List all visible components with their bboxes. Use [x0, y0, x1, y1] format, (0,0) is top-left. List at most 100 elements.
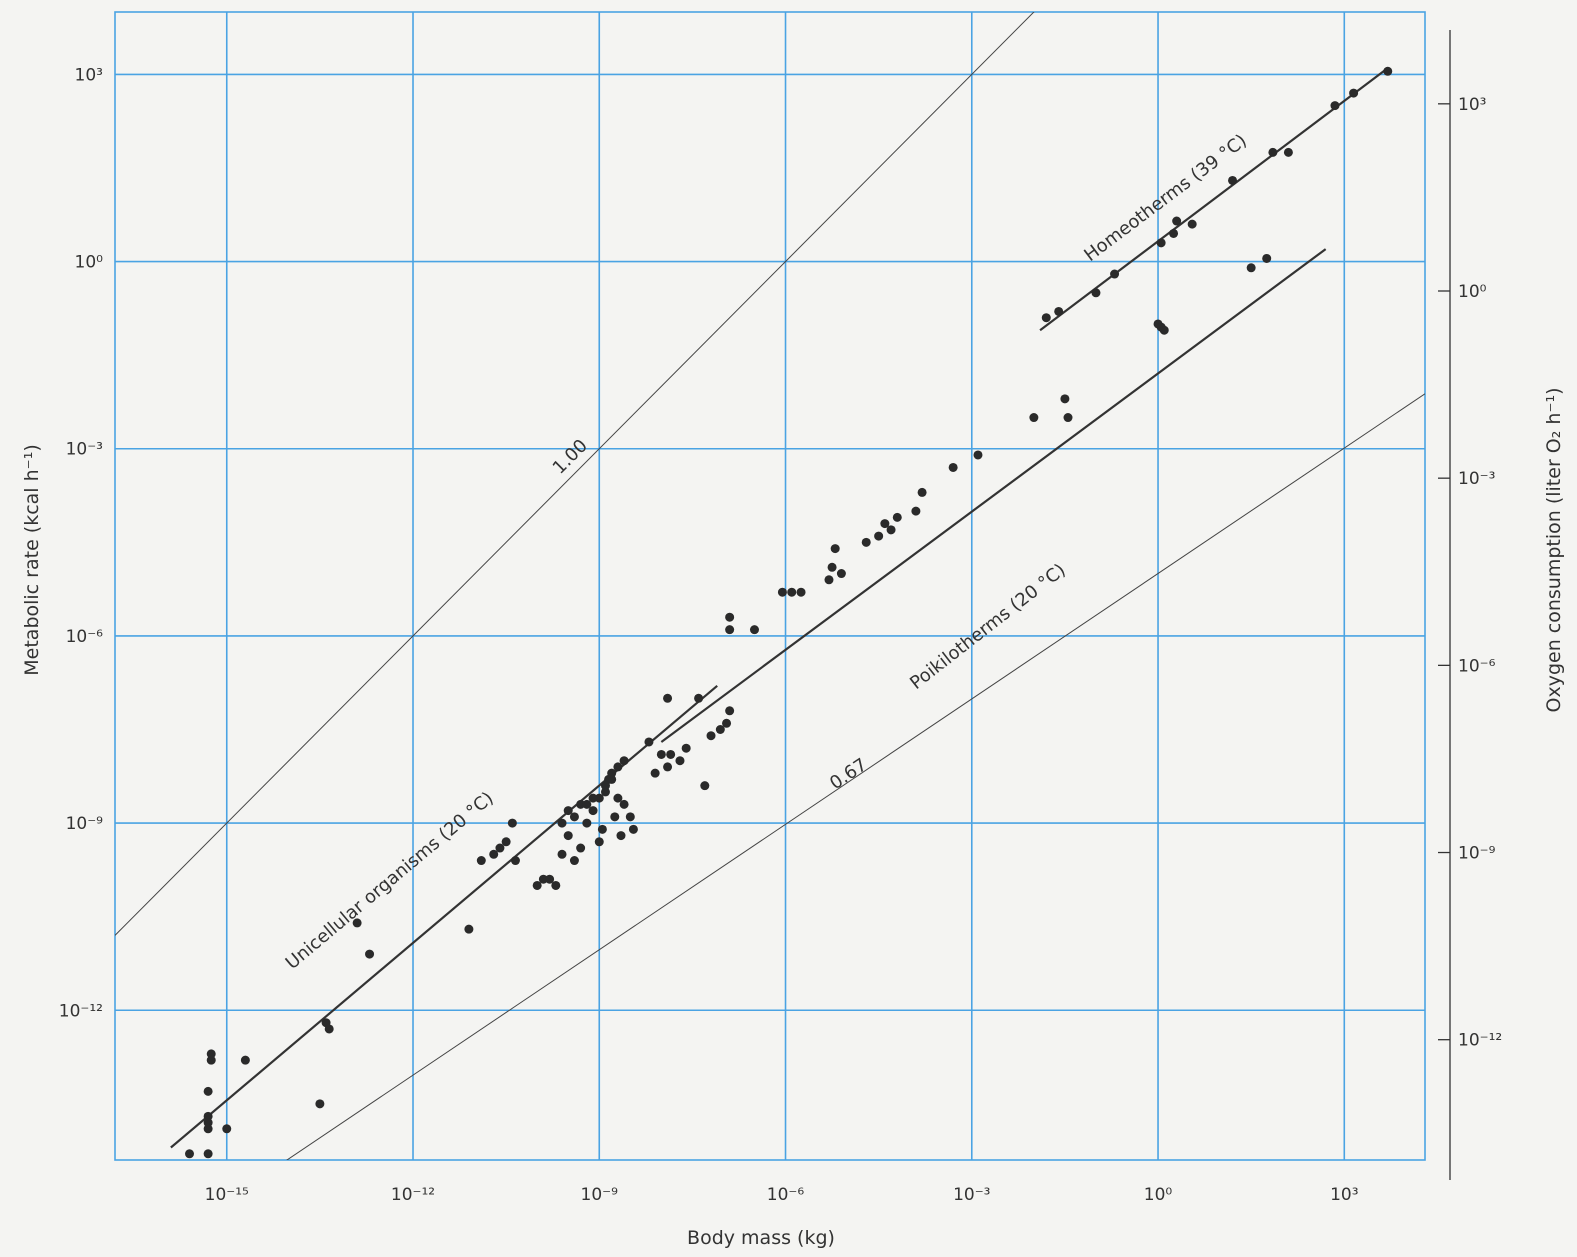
data-point-series-2 [1054, 306, 1064, 316]
data-point-series-0 [563, 806, 573, 816]
data-point-series-1 [1262, 253, 1272, 263]
data-point-series-0 [563, 831, 573, 841]
data-point-series-1 [1246, 263, 1256, 273]
data-point-series-2 [1228, 175, 1238, 185]
data-point-series-1 [880, 519, 890, 529]
data-point-series-0 [365, 949, 375, 959]
x-axis-label: Body mass (kg) [687, 1227, 835, 1249]
y-tick-label: 10⁻¹² [59, 1001, 103, 1021]
data-point-series-0 [663, 762, 673, 772]
data-point-series-0 [551, 880, 561, 890]
data-point-series-2 [1330, 101, 1340, 111]
data-point-series-1 [1159, 325, 1169, 335]
data-point-series-0 [240, 1055, 250, 1065]
data-point-series-1 [827, 562, 837, 572]
homeotherms-label: Homeotherms (39 °C) [1080, 130, 1251, 266]
data-point-series-1 [830, 544, 840, 554]
reference-line [115, 12, 1035, 936]
right-axis: 10³ 10⁰ 10⁻³ 10⁻⁶ 10⁻⁹ 10⁻¹² [1438, 30, 1502, 1180]
data-point-series-1 [973, 450, 983, 460]
x-tick-label: 10⁻³ [953, 1185, 990, 1205]
data-point-series-0 [507, 818, 517, 828]
data-point-series-0 [616, 831, 626, 841]
data-point-series-2 [1169, 228, 1179, 238]
y2-axis-label: Oxygen consumption (liter O₂ h⁻¹) [1543, 387, 1565, 712]
data-point-series-1 [663, 693, 673, 703]
data-point-series-2 [1268, 147, 1278, 157]
fit-lines [170, 67, 1389, 1149]
data-point-series-0 [666, 749, 676, 759]
y-tick-label: 10⁻⁹ [66, 814, 104, 834]
data-point-series-0 [600, 787, 610, 797]
data-point-series-2 [1041, 313, 1051, 323]
data-point-series-2 [1187, 219, 1197, 229]
data-point-series-2 [1156, 238, 1166, 248]
data-point-series-1 [749, 625, 759, 635]
y2-tick-label: 10⁻⁶ [1458, 656, 1496, 676]
data-point-series-1 [824, 575, 834, 585]
y2-tick-label: 10⁰ [1458, 282, 1487, 302]
data-point-series-1 [886, 525, 896, 535]
y-tick-label: 10⁻⁶ [66, 627, 104, 647]
data-point-series-0 [476, 856, 486, 866]
data-point-series-0 [722, 718, 732, 728]
data-point-series-0 [644, 737, 654, 747]
data-point-series-2 [1091, 288, 1101, 298]
data-point-series-0 [610, 812, 620, 822]
x-tick-labels: 10⁻¹⁵ 10⁻¹² 10⁻⁹ 10⁻⁶ 10⁻³ 10⁰ 10³ [205, 1185, 1359, 1205]
data-point-series-1 [836, 569, 846, 579]
data-point-series-0 [464, 924, 474, 934]
data-point-series-0 [613, 793, 623, 803]
data-point-series-0 [185, 1149, 195, 1159]
data-point-series-2 [1283, 147, 1293, 157]
plot-frame [114, 11, 1426, 1161]
fit-line-series-2 [1039, 67, 1389, 332]
data-point-series-0 [650, 768, 660, 778]
data-point-series-0 [545, 874, 555, 884]
data-point-series-1 [1060, 394, 1070, 404]
unicellular-label: Unicellular organisms (20 °C) [282, 788, 498, 974]
data-point-series-0 [203, 1149, 213, 1159]
data-point-series-1 [874, 531, 884, 541]
reference-lines [115, 12, 1425, 1160]
data-point-series-0 [725, 706, 735, 716]
data-point-series-0 [694, 693, 704, 703]
data-point-series-0 [532, 880, 542, 890]
data-point-series-0 [203, 1086, 213, 1096]
data-point-series-0 [557, 818, 567, 828]
y-tick-label: 10⁰ [75, 253, 104, 273]
data-point-series-0 [625, 812, 635, 822]
data-point-series-0 [324, 1024, 334, 1034]
data-point-series-1 [725, 625, 735, 635]
data-point-series-1 [1029, 413, 1039, 423]
data-point-series-1 [777, 587, 787, 597]
x-tick-label: 10⁻¹⁵ [205, 1185, 249, 1205]
fit-line-series-0 [170, 684, 718, 1149]
x-tick-label: 10⁻¹² [391, 1185, 435, 1205]
data-point-series-0 [594, 793, 604, 803]
data-point-series-0 [510, 856, 520, 866]
data-point-series-0 [700, 781, 710, 791]
ref-label-high: 1.00 [549, 435, 592, 478]
data-point-series-0 [597, 824, 607, 834]
data-point-series-0 [594, 837, 604, 847]
data-point-series-0 [588, 793, 598, 803]
data-point-series-0 [206, 1055, 216, 1065]
y2-tick-label: 10⁻¹² [1458, 1031, 1502, 1051]
y-tick-label: 10³ [75, 65, 103, 85]
data-point-series-0 [203, 1124, 213, 1134]
data-point-series-0 [681, 743, 691, 753]
poikilotherms-label: Poikilotherms (20 °C) [906, 560, 1070, 694]
data-point-series-0 [489, 849, 499, 859]
data-point-series-2 [1172, 216, 1182, 226]
data-point-series-0 [352, 918, 362, 928]
data-point-series-0 [222, 1124, 232, 1134]
data-point-series-0 [675, 756, 685, 766]
data-point-series-0 [619, 799, 629, 809]
data-point-series-1 [861, 537, 871, 547]
y2-tick-label: 10³ [1458, 95, 1486, 115]
data-point-series-1 [796, 587, 806, 597]
x-tick-label: 10³ [1330, 1185, 1358, 1205]
data-point-series-1 [1063, 413, 1073, 423]
